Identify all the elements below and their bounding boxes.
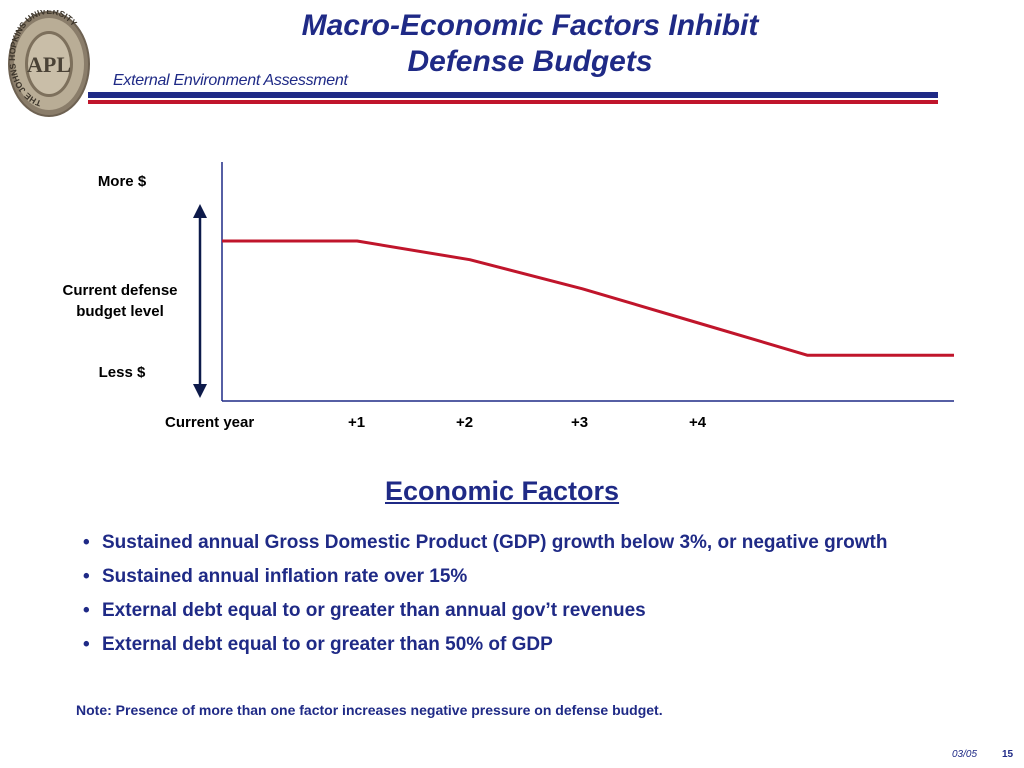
- arrow-down-icon: [193, 384, 207, 398]
- bullet-icon: •: [83, 566, 90, 587]
- series-line-0: [222, 239, 954, 357]
- bullet-icon: •: [83, 532, 90, 553]
- budget-range-arrow: [193, 204, 207, 398]
- x-tick-current-year: Current year: [165, 414, 255, 431]
- list-item: • External debt equal to or greater than …: [83, 600, 646, 621]
- list-item: • External debt equal to or greater than …: [83, 634, 553, 655]
- y-label-less: Less $: [98, 364, 146, 381]
- university-seal-logo: THE JOHNS HOPKINS UNIVERSITY APL: [8, 10, 90, 117]
- slide-title: Macro-Economic Factors Inhibit Defense B…: [210, 8, 850, 80]
- bullet-icon: •: [83, 600, 90, 621]
- x-tick-plus3: +3: [571, 414, 589, 431]
- section-subtitle: External Environment Assessment: [113, 72, 348, 89]
- y-label-more: More $: [97, 173, 147, 190]
- arrow-up-icon: [193, 204, 207, 218]
- slide-title-line2: Defense Budgets: [407, 45, 653, 78]
- chart-axes: [221, 162, 954, 402]
- seal-monogram: APL: [27, 52, 71, 77]
- budget-chart: [193, 162, 955, 402]
- list-item: • Sustained annual inflation rate over 15…: [83, 566, 468, 587]
- footnote: Note: Presence of more than one factor i…: [76, 702, 663, 718]
- economic-factors-heading: Economic Factors: [385, 476, 620, 506]
- list-item: • Sustained annual Gross Domestic Product…: [83, 532, 888, 553]
- economic-factors-list: • Sustained annual Gross Domestic Product…: [80, 530, 900, 666]
- bullet-icon: •: [83, 634, 90, 655]
- page-number: 15: [1002, 749, 1014, 760]
- header-rule-red: [88, 100, 938, 104]
- y-label-current: Current defense budget level: [62, 282, 178, 320]
- x-tick-plus2: +2: [456, 414, 474, 431]
- footer-date: 03/05: [952, 749, 978, 760]
- x-tick-plus1: +1: [348, 414, 366, 431]
- chart-series: [221, 239, 955, 357]
- header-rule-blue: [88, 92, 938, 98]
- x-tick-plus4: +4: [689, 414, 707, 431]
- slide-title-line1: Macro-Economic Factors Inhibit: [301, 9, 759, 42]
